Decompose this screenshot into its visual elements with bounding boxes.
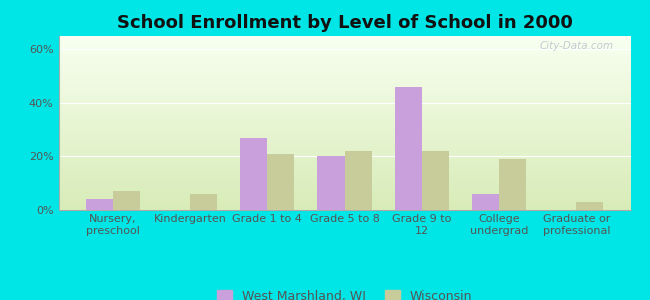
Bar xyxy=(317,157,344,210)
Bar xyxy=(86,199,112,210)
Bar xyxy=(472,194,499,210)
Bar xyxy=(395,87,422,210)
Bar xyxy=(240,138,267,210)
Bar xyxy=(499,159,526,210)
Bar xyxy=(422,151,449,210)
Bar xyxy=(190,194,217,210)
Bar xyxy=(112,191,140,210)
Bar xyxy=(344,151,372,210)
Title: School Enrollment by Level of School in 2000: School Enrollment by Level of School in … xyxy=(116,14,573,32)
Bar xyxy=(267,154,294,210)
Text: City-Data.com: City-Data.com xyxy=(540,41,614,51)
Bar xyxy=(577,202,603,210)
Legend: West Marshland, WI, Wisconsin: West Marshland, WI, Wisconsin xyxy=(212,285,477,300)
